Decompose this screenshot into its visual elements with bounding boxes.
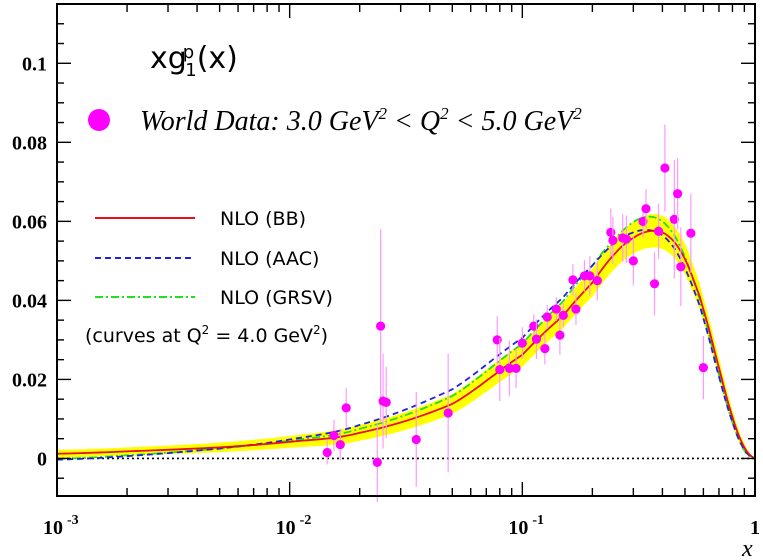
legend-note-text3: ) (321, 325, 328, 347)
legend-note: (curves at Q2 = 4.0 GeV2) (85, 323, 328, 347)
legend-data-sup2: 2 (440, 104, 449, 123)
curve-nlo-bb (56, 229, 756, 460)
data-point (676, 262, 686, 272)
curve-nlo-grsv (56, 215, 756, 460)
y-tick-label: 0.06 (12, 211, 47, 233)
data-point (698, 362, 708, 373)
data-point (376, 321, 386, 331)
data-point-layer (322, 124, 708, 502)
x-tick-label: 10 -2 (276, 513, 312, 539)
legend-data-sup3: 2 (573, 104, 582, 123)
data-point (372, 457, 382, 468)
x-tick-label: 1 (750, 517, 760, 539)
data-point (542, 312, 552, 322)
data-point (571, 304, 581, 314)
data-point (531, 334, 542, 344)
legend-data-marker (88, 109, 110, 131)
data-point (329, 430, 339, 441)
legend-note-text1: (curves at Q (85, 325, 202, 347)
data-point (585, 271, 595, 281)
chart-title-main: xg (150, 41, 187, 76)
curve-nlo-aac (56, 229, 756, 461)
y-tick-label: 0.1 (22, 53, 47, 75)
data-point (673, 189, 683, 199)
x-tick-base: 1 (750, 517, 760, 539)
y-tick-label: 0.02 (12, 369, 47, 391)
data-point (638, 216, 648, 226)
x-tick-base: 10 (43, 517, 63, 539)
x-tick-base: 10 (508, 517, 528, 539)
legend-note-text2: = 4.0 GeV (209, 325, 313, 347)
chart-title-sup: p (183, 42, 194, 63)
x-tick-label: 10 -3 (43, 513, 79, 539)
y-tick-label: 0.04 (12, 290, 47, 312)
y-tick-label: 0.08 (12, 132, 47, 154)
data-point (492, 335, 502, 345)
data-point (495, 364, 505, 375)
axis-ticks: 0 0.02 0.04 0.06 0.08 0.1 10 -3 10 -2 10 -1 1 (12, 4, 760, 539)
data-point (660, 163, 670, 173)
chart-title-arg: (x) (197, 41, 238, 76)
legend-bb-label: NLO (BB) (220, 208, 306, 230)
data-point (335, 440, 345, 450)
legend-data-label: World Data: 3.0 GeV2 < Q2 < 5.0 GeV2 (140, 104, 582, 137)
data-point (669, 214, 679, 224)
data-point (555, 330, 565, 340)
legend-note-sup2: 2 (313, 323, 321, 337)
legend-data-text3: < 5.0 GeV (449, 106, 577, 137)
legend-data-text2: < Q (387, 106, 440, 137)
data-point (558, 310, 568, 321)
data-point (341, 403, 351, 413)
data-point (411, 434, 421, 445)
data-point (568, 275, 578, 285)
x-tick-exponent: -2 (300, 513, 312, 528)
data-point (621, 234, 631, 244)
data-point (511, 363, 521, 373)
x-tick-exponent: -1 (532, 513, 544, 528)
legend-note-sup1: 2 (202, 323, 210, 337)
data-point (628, 256, 638, 266)
chart-title-sub: 1 (185, 60, 196, 81)
legend-aac-label: NLO (AAC) (220, 248, 319, 270)
data-point (649, 279, 660, 289)
x-tick-base: 10 (276, 517, 296, 539)
plot-frame (56, 3, 756, 497)
legend-data-sup1: 2 (379, 104, 388, 123)
data-point (540, 343, 550, 354)
data-point (504, 363, 515, 373)
y-tick-label: 0 (37, 448, 47, 470)
data-point (381, 397, 391, 407)
curve-layer (56, 215, 756, 461)
x-tick-label: 10 -1 (508, 513, 544, 539)
chart-title: xgp 1(x) (150, 41, 238, 81)
data-point (686, 228, 696, 238)
data-point (606, 227, 616, 238)
data-point (443, 408, 453, 418)
legend-grsv-label: NLO (GRSV) (220, 287, 333, 309)
data-point (608, 235, 618, 245)
legend-data-text1: World Data: 3.0 GeV (140, 106, 381, 137)
data-point (653, 226, 664, 236)
x-axis-label: x (741, 536, 753, 560)
data-point (551, 304, 561, 314)
data-point (322, 447, 332, 458)
data-point (517, 338, 527, 348)
x-tick-exponent: -3 (67, 513, 79, 528)
data-point (641, 204, 651, 214)
data-point (592, 276, 602, 286)
